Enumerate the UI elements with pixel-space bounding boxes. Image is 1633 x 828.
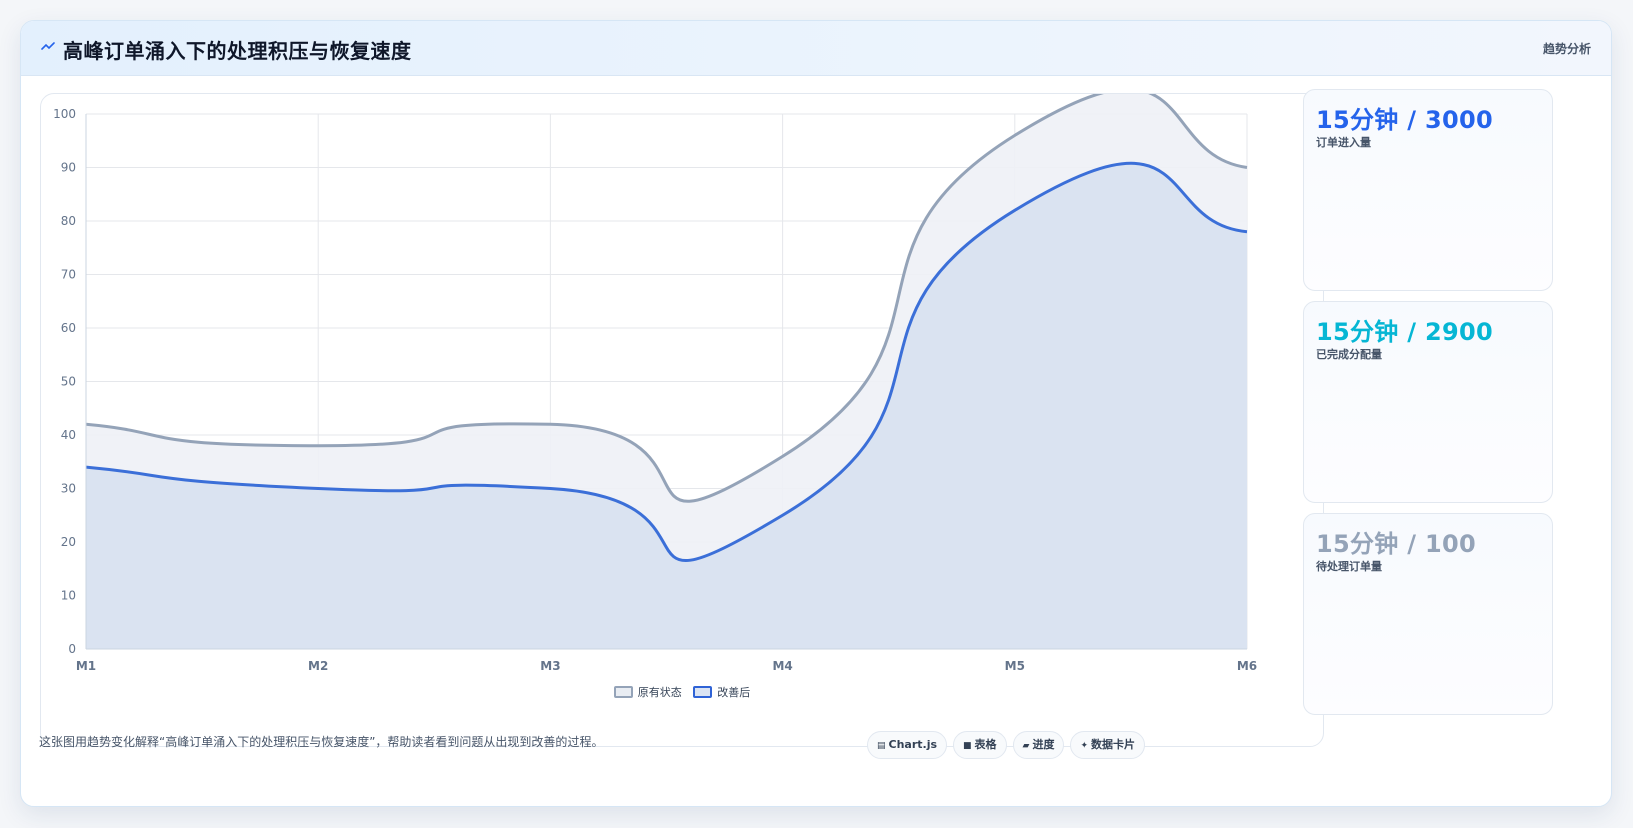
stat-label-incoming: 订单进入量 [1316, 136, 1371, 149]
chart-card: 高峰订单涌入下的处理积压与恢复速度 趋势分析 0 10 20 30 40 50 60 70 80… [20, 20, 1612, 807]
pill-table[interactable]: ■ 表格 [953, 731, 1007, 759]
x-tick-label: M4 [772, 659, 792, 673]
stat-card-incoming: 15分钟 / 3000 订单进入量 [1303, 89, 1553, 291]
y-tick-label: 40 [61, 428, 76, 442]
pill-label: Chart.js [888, 738, 938, 751]
chart-icon: ▤ [877, 741, 886, 751]
y-tick-label: 70 [61, 268, 76, 282]
stat-value-assigned: 15分钟 / 2900 [1316, 318, 1493, 346]
stat-card-pending: 15分钟 / 100 待处理订单量 [1303, 513, 1553, 715]
pill-label: 数据卡片 [1091, 738, 1136, 751]
table-icon: ■ [963, 741, 972, 751]
trend-icon [41, 42, 55, 50]
x-tick-label: M3 [540, 659, 560, 673]
legend-label-original: 原有状态 [637, 686, 682, 699]
y-tick-label: 10 [61, 589, 76, 603]
area-chart: 0 10 20 30 40 50 60 70 80 90 100 M1 M2 M3 M4 M5 M6 [53, 94, 1257, 673]
y-tick-label: 30 [61, 482, 76, 496]
y-tick-label: 80 [61, 214, 76, 228]
y-tick-label: 90 [61, 161, 76, 175]
legend-item-original[interactable]: 原有状态 [613, 684, 682, 700]
y-tick-label: 20 [61, 535, 76, 549]
y-tick-label: 50 [61, 375, 76, 389]
stat-value-pending: 15分钟 / 100 [1316, 530, 1476, 558]
chart-description: 这张图用趋势变化解释“高峰订单涌入下的处理积压与恢复速度”，帮助读者看到问题从出… [39, 735, 604, 749]
footer-pills: ▤ Chart.js ■ 表格 ▰ 进度 ✦ 数据卡片 [867, 731, 1151, 759]
chart-panel: 0 10 20 30 40 50 60 70 80 90 100 M1 M2 M3 M4 M5 M6 原有状态 … [40, 93, 1324, 747]
stat-value-incoming: 15分钟 / 3000 [1316, 106, 1493, 134]
y-tick-label: 100 [53, 107, 76, 121]
series-line-1 [85, 161, 1248, 562]
legend-label-improved: 改善后 [717, 686, 751, 699]
x-tick-label: M6 [1237, 659, 1257, 673]
legend-item-improved[interactable]: 改善后 [693, 684, 750, 700]
card-icon: ✦ [1080, 741, 1089, 751]
x-tick-label: M1 [76, 659, 96, 673]
stat-label-pending: 待处理订单量 [1316, 560, 1382, 573]
y-tick-label: 60 [61, 321, 76, 335]
series-area-1 [86, 163, 1247, 649]
page-title: 高峰订单涌入下的处理积压与恢复速度 [63, 39, 412, 63]
x-tick-label: M5 [1005, 659, 1025, 673]
chart-legend: 原有状态 改善后 [41, 684, 1323, 700]
pill-progress[interactable]: ▰ 进度 [1012, 731, 1065, 759]
series-line-0 [85, 94, 1248, 503]
pill-label: 表格 [974, 738, 997, 751]
pill-chartjs[interactable]: ▤ Chart.js [867, 731, 948, 759]
stat-card-assigned: 15分钟 / 2900 已完成分配量 [1303, 301, 1553, 503]
stat-label-assigned: 已完成分配量 [1316, 348, 1382, 361]
legend-swatch-improved [693, 686, 713, 698]
y-tick-label: 0 [68, 642, 76, 656]
card-header: 高峰订单涌入下的处理积压与恢复速度 趋势分析 [21, 21, 1611, 76]
x-tick-label: M2 [308, 659, 328, 673]
trend-analysis-tag: 趋势分析 [1542, 42, 1591, 56]
legend-swatch-original [613, 686, 633, 698]
pill-data-card[interactable]: ✦ 数据卡片 [1070, 731, 1146, 759]
pill-label: 进度 [1032, 738, 1055, 751]
progress-icon: ▰ [1022, 741, 1030, 751]
